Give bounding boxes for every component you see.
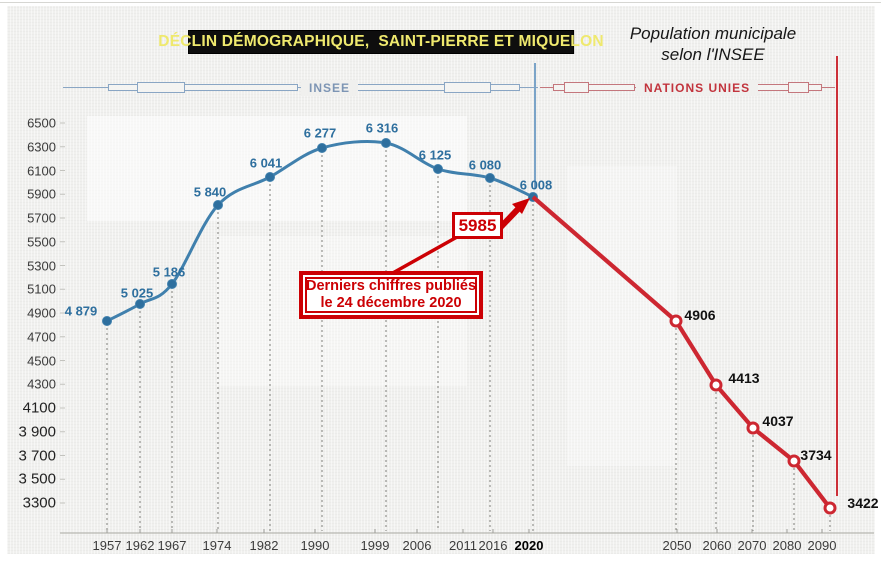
insee-series-line — [106, 139, 534, 323]
insee-data-point — [265, 172, 275, 182]
y-axis-tick-label: 5100 — [27, 281, 56, 297]
band-segment-bump — [444, 82, 491, 93]
insee-point-label: 5 025 — [120, 285, 154, 301]
x-axis-tick-label: 1982 — [249, 538, 279, 553]
un-point-label: 4413 — [728, 370, 760, 386]
un-point-label: 3734 — [800, 447, 832, 463]
band-segment-bump — [137, 82, 185, 93]
band-segment-bump — [788, 82, 809, 93]
note-line2: le 24 décembre 2020 — [320, 295, 462, 311]
insee-point-label: 6 041 — [249, 155, 283, 171]
insee-data-point — [213, 200, 223, 210]
y-axis-tick-label: 5500 — [27, 234, 56, 250]
insee-point-label: 6 080 — [468, 157, 502, 173]
publication-note-text: Derniers chiffres publiés le 24 décembre… — [305, 277, 477, 313]
plot-background — [7, 6, 875, 554]
x-axis-tick-label: 1990 — [300, 538, 330, 553]
un-point-label: 3422 — [847, 495, 879, 511]
x-axis-tick-label: 2070 — [737, 538, 767, 553]
un-period-band: NATIONS UNIES — [540, 80, 835, 96]
background-watermark — [567, 166, 677, 466]
insee-data-point — [167, 279, 177, 289]
insee-data-point — [381, 138, 391, 148]
page-title: DÉCLIN DÉMOGRAPHIQUE, SAINT-PIERRE ET MI… — [158, 30, 604, 54]
y-axis-tick-label: 4900 — [27, 305, 56, 321]
insee-data-point — [102, 316, 112, 326]
x-axis-tick-label: 2090 — [807, 538, 837, 553]
x-axis-tick-label: 2006 — [402, 538, 432, 553]
insee-period-band: INSEE — [63, 80, 538, 96]
latest-figure-callout: 5985 — [452, 212, 503, 239]
un-data-point — [746, 421, 760, 435]
un-point-label: 4906 — [684, 307, 716, 323]
top-border-line — [0, 2, 881, 3]
x-axis-tick-label: 2011 — [449, 538, 477, 553]
x-axis-tick-label: 1957 — [92, 538, 122, 553]
insee-data-point — [485, 173, 495, 183]
un-data-point — [823, 501, 837, 515]
y-axis-tick-label: 3 500 — [18, 470, 56, 488]
band-segment — [553, 82, 635, 93]
insee-data-point — [317, 143, 327, 153]
y-axis-tick-label: 3300 — [22, 494, 56, 512]
un-data-point — [787, 454, 801, 468]
x-axis-tick-label: 2050 — [662, 538, 692, 553]
y-axis-tick-label: 6300 — [27, 139, 56, 155]
x-axis-tick-label: 1974 — [202, 538, 232, 553]
x-axis-tick-label: 2020 — [514, 538, 544, 553]
y-axis-tick-label: 5300 — [27, 258, 56, 273]
insee-point-label: 6 316 — [365, 120, 399, 136]
insee-data-point — [135, 299, 145, 309]
subtitle-line2: selon l'INSEE — [661, 45, 765, 64]
un-series-line — [531, 195, 832, 510]
insee-point-label: 6 008 — [519, 177, 553, 193]
band-line — [63, 87, 538, 88]
y-axis-tick-label: 4700 — [27, 329, 56, 345]
subtitle-line1: Population municipale — [629, 24, 797, 43]
insee-data-point — [433, 164, 443, 174]
y-axis-tick-label: 5900 — [27, 186, 56, 202]
x-axis-tick-label: 1962 — [125, 538, 155, 553]
x-axis-tick-label: 2060 — [702, 538, 732, 553]
right-boundary-line — [836, 56, 838, 496]
un-data-point — [709, 378, 723, 392]
un-point-label: 4037 — [762, 413, 794, 429]
y-axis-tick-label: 3 900 — [18, 423, 56, 441]
band-segment — [108, 82, 298, 93]
x-axis-tick-label: 2080 — [772, 538, 802, 553]
note-line1: Derniers chiffres publiés — [305, 278, 477, 294]
y-axis-tick-label: 6500 — [27, 115, 56, 131]
y-axis-tick-label: 4100 — [22, 399, 56, 417]
band-segment-bump — [564, 82, 589, 93]
y-axis-tick-label: 3 700 — [18, 447, 56, 464]
x-axis-tick-label: 1999 — [360, 538, 390, 553]
un-band-label: NATIONS UNIES — [636, 80, 759, 96]
insee-point-label: 5 186 — [152, 264, 186, 280]
insee-point-label: 6 125 — [418, 147, 452, 163]
x-axis-tick-label: 2016 — [478, 538, 508, 553]
y-axis-tick-label: 4300 — [27, 376, 56, 392]
insee-point-label: 6 277 — [303, 125, 337, 141]
subtitle: Population municipale selon l'INSEE — [597, 23, 829, 65]
y-axis-tick-label: 4500 — [27, 353, 56, 368]
y-axis-tick-label: 6100 — [27, 163, 56, 178]
y-axis-tick-label: 5700 — [27, 210, 56, 226]
note-connector-line — [390, 235, 458, 276]
background-watermark — [87, 116, 467, 221]
insee-un-divider-line — [534, 63, 536, 189]
x-axis-tick-label: 1967 — [157, 538, 187, 553]
insee-point-label: 5 840 — [193, 184, 227, 200]
insee-band-label: INSEE — [301, 80, 359, 96]
publication-note-callout: Derniers chiffres publiés le 24 décembre… — [299, 271, 483, 319]
arrow-head — [512, 198, 530, 214]
insee-point-label: 4 879 — [64, 303, 98, 319]
un-data-point — [669, 314, 683, 328]
